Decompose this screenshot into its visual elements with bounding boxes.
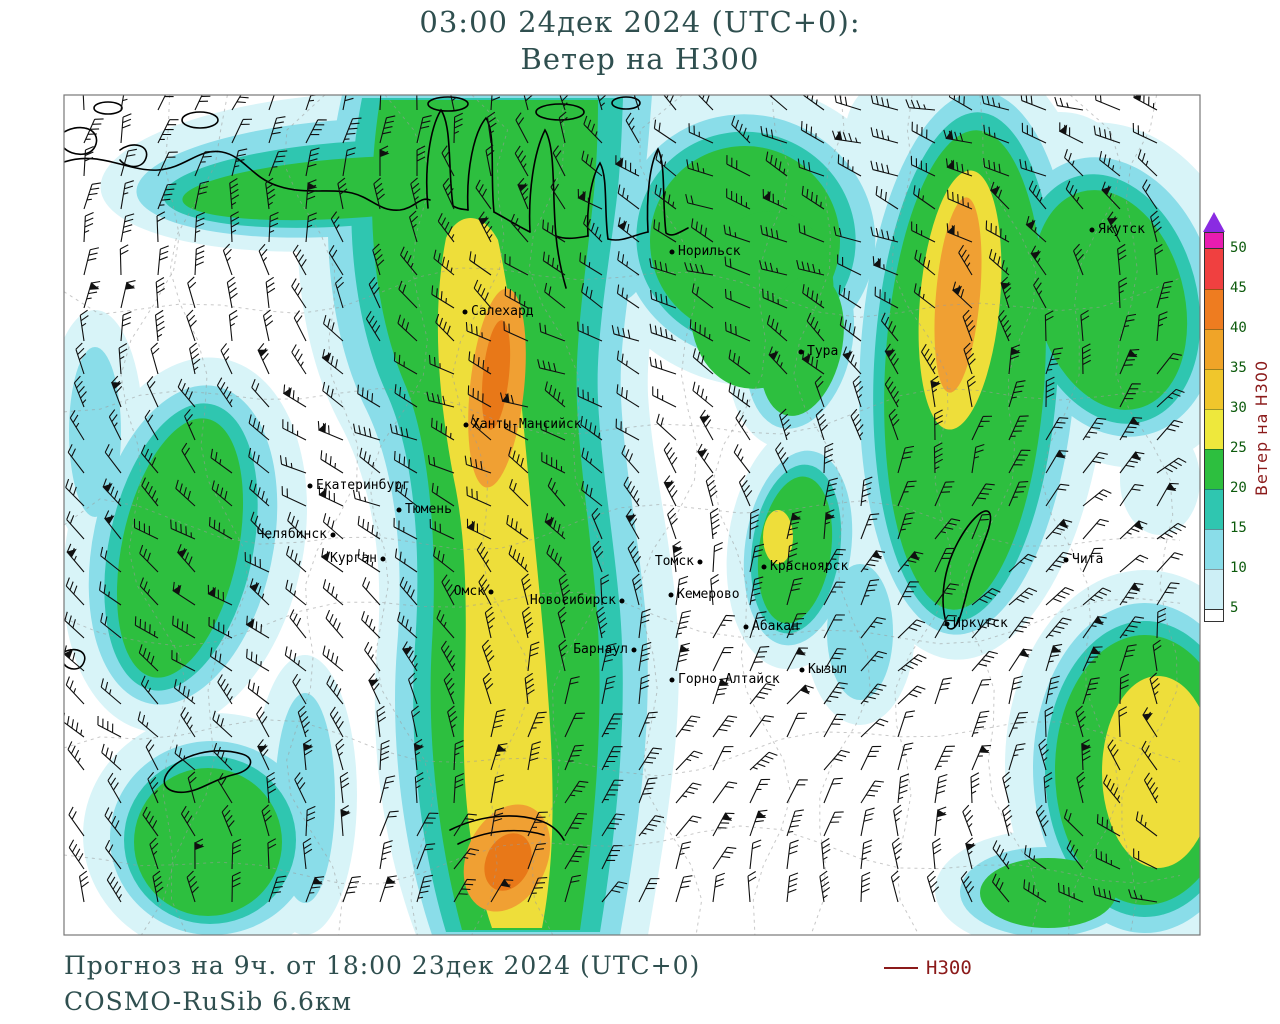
region-boundaries [64, 95, 1181, 935]
wind-barbs [64, 95, 1187, 903]
map-header: 03:00 24дек 2024 (UTC+0): Ветер на H300 [0, 4, 1280, 78]
colorbar-tick: 40 [1230, 320, 1247, 336]
colorbar-title: Ветер на H300 [1252, 359, 1271, 497]
header-parameter: Ветер на H300 [520, 42, 760, 76]
colorbar-tick: 25 [1230, 440, 1247, 456]
colorbar-tick: 30 [1230, 400, 1247, 416]
colorbar-tick: 20 [1230, 480, 1247, 496]
colorbar-segments [1204, 248, 1224, 610]
map-frame [63, 94, 1201, 936]
colorbar-tick: 45 [1230, 280, 1247, 296]
colorbar-tick: 5 [1230, 600, 1239, 616]
colorbar-tick: 15 [1230, 520, 1247, 536]
colorbar-segment [1205, 449, 1223, 489]
legend-h300: H300 [884, 956, 972, 980]
h300-legend-label: H300 [926, 957, 972, 979]
colorbar-over-segment [1204, 232, 1224, 248]
colorbar-segment [1205, 569, 1223, 609]
colorbar: 50 45 40 35 30 25 20 15 10 5 Ветер на H300 [1203, 212, 1276, 642]
colorbar-tick: 10 [1230, 560, 1247, 576]
coastlines [64, 96, 992, 845]
colorbar-segment [1205, 369, 1223, 409]
colorbar-overflow-arrow-icon [1203, 212, 1225, 232]
wind-speed-fill [64, 95, 1200, 935]
colorbar-segment [1205, 329, 1223, 369]
model-info: COSMO-RuSib 6.6км [64, 987, 353, 1016]
colorbar-under-segment [1204, 610, 1224, 622]
header-datetime: 03:00 24дек 2024 (UTC+0): [419, 5, 861, 39]
forecast-info: Прогноз на 9ч. от 18:00 23дек 2024 (UTC+… [64, 951, 701, 980]
colorbar-segment [1205, 289, 1223, 329]
colorbar-segment [1205, 529, 1223, 569]
colorbar-tick: 35 [1230, 360, 1247, 376]
colorbar-segment [1205, 249, 1223, 289]
map-footer: Прогноз на 9ч. от 18:00 23дек 2024 (UTC+… [64, 948, 700, 1020]
colorbar-segment [1205, 409, 1223, 449]
h300-line-swatch [884, 967, 918, 969]
colorbar-segment [1205, 489, 1223, 529]
colorbar-tick: 50 [1230, 240, 1247, 256]
